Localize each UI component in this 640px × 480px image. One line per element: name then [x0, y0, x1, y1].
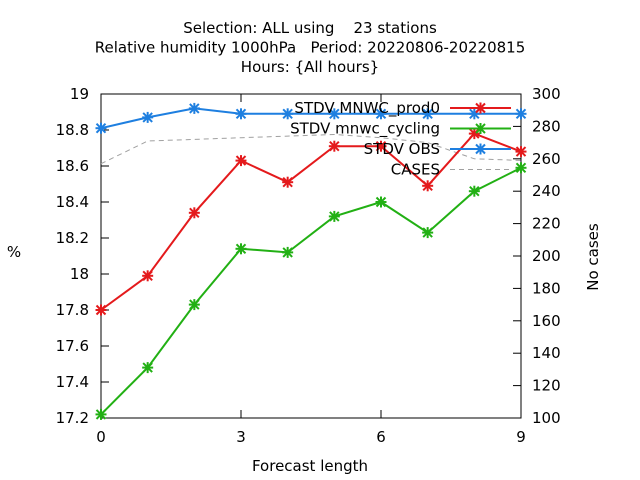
data-point — [468, 185, 480, 197]
legend-label: CASES — [391, 161, 440, 179]
chart-title-line: Hours: {All hours} — [241, 58, 379, 76]
legend-item: CASES — [391, 161, 511, 179]
x-axis-label: Forecast length — [252, 457, 368, 475]
chart-title: Selection: ALL using 23 stations Relative… — [95, 19, 526, 76]
data-point — [422, 108, 434, 120]
y2-tick-label: 300 — [532, 85, 561, 103]
data-point — [422, 227, 434, 239]
legend-label: STDV mnwc_cycling — [290, 120, 440, 139]
legend-item: STDV MNWC_prod0 — [294, 99, 511, 118]
y-axis-label: % — [7, 243, 21, 261]
data-point — [142, 111, 154, 123]
plot-area: 17.2 17.4 17.6 17.8 18 18.2 18.4 18.6 18.8 19 100 1… — [56, 85, 561, 446]
y2-tick-label: 280 — [532, 117, 561, 135]
data-point — [282, 108, 294, 120]
y-tick-label: 17.6 — [56, 337, 89, 355]
data-point — [515, 146, 527, 158]
legend-item: STDV mnwc_cycling — [290, 120, 511, 139]
data-point — [188, 207, 200, 219]
data-point — [328, 210, 340, 222]
series-line — [100, 132, 522, 311]
y-tick-label: 18.8 — [56, 121, 89, 139]
legend-item: STDV OBS — [364, 140, 511, 158]
data-point — [188, 299, 200, 311]
y-tick-label: 18 — [70, 265, 89, 283]
data-point — [515, 108, 527, 120]
data-point — [95, 304, 107, 316]
data-point — [475, 143, 486, 155]
x-tick-label: 6 — [376, 428, 386, 446]
data-point — [475, 123, 486, 134]
y-tick-label: 18.6 — [56, 157, 89, 175]
data-point — [142, 362, 154, 374]
series-stdv-mnwc-cycling — [95, 162, 527, 420]
series-line — [100, 107, 521, 130]
data-point — [328, 140, 340, 152]
y2-tick-label: 120 — [532, 377, 561, 395]
data-point — [422, 180, 434, 192]
y2-axis-label: No cases — [584, 223, 602, 291]
data-point — [515, 162, 527, 174]
y2-tick-label: 200 — [532, 247, 561, 265]
data-point — [475, 102, 486, 114]
chart-title-line: Selection: ALL using 23 stations — [183, 19, 437, 37]
series-stdv-obs — [95, 102, 527, 134]
x-tick-label: 3 — [236, 428, 246, 446]
y2-tick-label: 240 — [532, 182, 561, 200]
y2-tick-label: 260 — [532, 150, 561, 168]
data-point — [282, 246, 294, 258]
y-tick-label: 19 — [70, 85, 89, 103]
y2-tick-label: 180 — [532, 279, 561, 297]
legend-label: STDV OBS — [364, 140, 440, 158]
data-point — [282, 176, 294, 188]
x-tick-label: 9 — [516, 428, 526, 446]
y-tick-label: 17.4 — [56, 373, 89, 391]
data-point — [235, 108, 247, 120]
chart-title-line: Relative humidity 1000hPa Period: 202208… — [95, 39, 526, 57]
y2-tick-label: 220 — [532, 215, 561, 233]
y2-tick-label: 100 — [532, 409, 561, 427]
data-point — [375, 108, 387, 120]
series-line — [100, 166, 522, 416]
data-point — [142, 270, 154, 282]
data-point — [235, 155, 247, 167]
series-cases — [100, 133, 522, 165]
plot-border — [100, 93, 522, 419]
data-point — [188, 102, 200, 114]
y2-tick-label: 160 — [532, 312, 561, 330]
y2-tick-label: 140 — [532, 344, 561, 362]
data-point — [95, 408, 107, 420]
data-point — [235, 243, 247, 255]
data-point — [375, 196, 387, 208]
y-tick-label: 18.2 — [56, 229, 89, 247]
data-point — [328, 108, 340, 120]
y-tick-label: 17.2 — [56, 409, 89, 427]
data-point — [95, 122, 107, 134]
y-tick-label: 17.8 — [56, 301, 89, 319]
series-stdv-mnwc-prod0 — [95, 128, 527, 316]
legend-label: STDV MNWC_prod0 — [294, 99, 440, 118]
series-line — [100, 133, 522, 165]
x-tick-label: 0 — [96, 428, 106, 446]
y-tick-label: 18.4 — [56, 193, 89, 211]
data-point — [375, 140, 387, 152]
